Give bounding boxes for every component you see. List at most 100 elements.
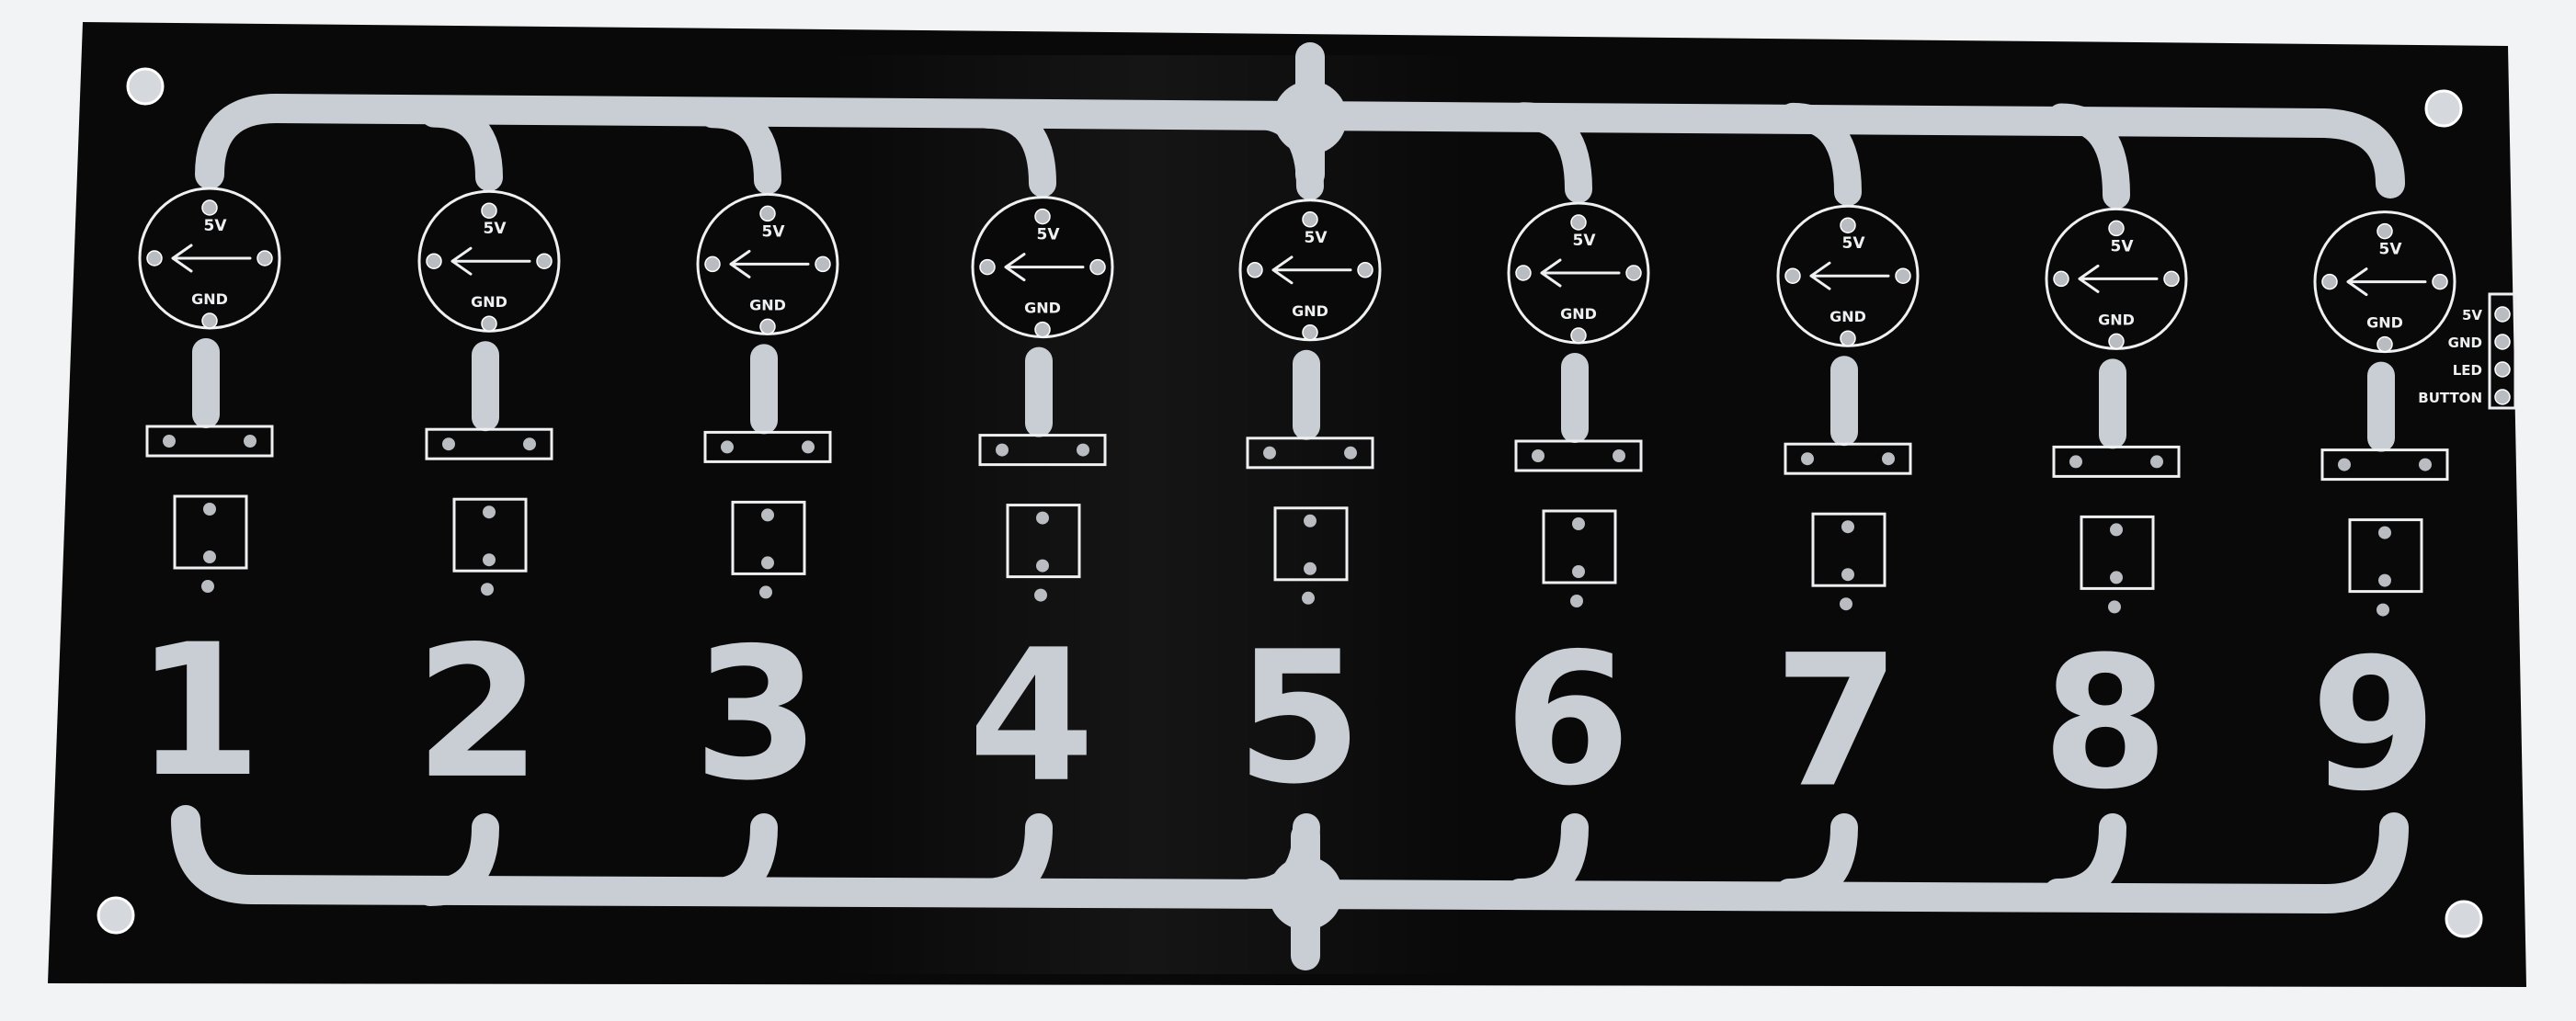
bottom-drop-trace xyxy=(1506,813,1589,906)
resistor-pad xyxy=(2150,455,2163,469)
led-pad xyxy=(2163,270,2180,288)
top-drop-trace xyxy=(1241,101,1324,200)
resistor-pad xyxy=(1344,446,1357,459)
led-5v-label: 5V xyxy=(2379,241,2403,259)
button-pad xyxy=(483,553,496,567)
button-outline xyxy=(2080,515,2155,590)
led-pad xyxy=(1515,265,1532,281)
button-outline xyxy=(1273,506,1349,582)
led-5v-label: 5V xyxy=(762,222,786,241)
button-pad xyxy=(203,503,216,516)
resistor-pad xyxy=(523,437,536,451)
resistor-outline xyxy=(2052,445,2181,478)
position-digit: 2 xyxy=(415,607,541,819)
led-pad xyxy=(1840,330,1856,346)
via xyxy=(759,585,772,599)
resistor-pad xyxy=(244,435,256,448)
header-pin-label: LED xyxy=(2453,362,2482,379)
position-digit: 4 xyxy=(968,610,1095,822)
via xyxy=(1840,597,1852,611)
resistor-outline xyxy=(425,427,553,460)
led-gnd-label: GND xyxy=(2098,311,2135,328)
led-pad xyxy=(815,255,831,273)
resistor-pad xyxy=(1801,452,1814,466)
led-gnd-label: GND xyxy=(1024,300,1061,317)
position-digit: 7 xyxy=(1773,616,1900,828)
top-drop-trace xyxy=(1779,102,1862,207)
led-pad xyxy=(1840,217,1856,233)
led-pad xyxy=(1034,321,1051,338)
via xyxy=(2108,600,2121,614)
led-pad xyxy=(2321,273,2338,290)
left-arrow-icon xyxy=(2346,267,2427,297)
left-arrow-icon xyxy=(171,244,252,273)
left-arrow-icon xyxy=(1004,253,1085,282)
resistor-pad xyxy=(163,435,176,448)
led-gnd-label: GND xyxy=(2366,314,2403,332)
resistor-outline xyxy=(703,430,832,463)
button-outline xyxy=(1542,509,1617,584)
led-unit: 5V GND 2 xyxy=(415,189,561,819)
bottom-drop-trace xyxy=(1237,813,1320,906)
led-pad xyxy=(201,199,218,216)
left-arrow-icon xyxy=(729,249,810,278)
button-pad xyxy=(1304,562,1316,575)
led-pad xyxy=(979,258,996,276)
led-pad xyxy=(1302,324,1318,341)
led-pad xyxy=(1357,262,1373,278)
led-pad xyxy=(146,250,163,267)
resistor-outline xyxy=(1246,437,1374,470)
position-digit: 6 xyxy=(1504,614,1631,826)
via xyxy=(201,580,214,593)
led-5v-label: 5V xyxy=(1842,234,1866,253)
via xyxy=(2377,603,2389,617)
resistor-outline xyxy=(145,425,274,458)
top-drop-trace xyxy=(420,99,503,192)
led-pad xyxy=(481,315,497,332)
led-pad xyxy=(2432,273,2448,290)
led-gnd-label: GND xyxy=(1292,302,1328,320)
header-pin xyxy=(2494,306,2511,323)
header-pin xyxy=(2494,389,2511,405)
button-pad xyxy=(483,505,496,519)
button-outline xyxy=(452,497,528,573)
button-pad xyxy=(1841,520,1854,534)
led-pad xyxy=(536,253,553,269)
button-pad xyxy=(1304,514,1316,528)
button-outline xyxy=(2348,518,2423,594)
resistor-pad xyxy=(2419,458,2432,471)
button-outline xyxy=(1006,504,1081,579)
led-pad xyxy=(256,250,273,267)
header-pin xyxy=(2494,361,2511,378)
button-pad xyxy=(2378,573,2391,587)
bottom-drop-trace xyxy=(695,813,778,906)
via xyxy=(1034,588,1047,602)
button-pad xyxy=(1036,559,1049,573)
led-pad xyxy=(1089,258,1106,276)
resistor-pad xyxy=(721,440,734,454)
button-outline xyxy=(173,494,248,570)
led-pad xyxy=(759,318,776,335)
led-5v-label: 5V xyxy=(204,217,228,235)
led-unit: 5V GND 1 xyxy=(135,187,281,817)
led-units: 5V GND 1 5V GND 2 5V GND 3 5V GND 4 5V GND 5 5V GND 6 5V GN… xyxy=(135,187,2456,831)
led-gnd-label: GND xyxy=(1829,308,1866,325)
bottom-drop-trace xyxy=(970,813,1053,906)
bottom-drop-trace xyxy=(1775,813,1858,906)
position-digit: 3 xyxy=(693,608,820,821)
header-pin xyxy=(2494,334,2511,350)
via xyxy=(1302,591,1315,605)
led-pad xyxy=(2108,220,2125,237)
led-unit: 5V GND 8 xyxy=(2042,207,2188,829)
left-arrow-icon xyxy=(450,246,531,276)
led-pad xyxy=(1895,267,1911,284)
led-pad xyxy=(1570,327,1587,344)
button-outline xyxy=(731,500,806,575)
top-drop-trace xyxy=(699,100,781,195)
resistor-pad xyxy=(442,437,455,451)
bus-drops xyxy=(416,99,2130,906)
mounting-hole xyxy=(97,896,135,935)
resistor-pad xyxy=(2069,455,2082,469)
led-unit: 5V GND 5 xyxy=(1236,199,1382,824)
led-pad xyxy=(2377,222,2393,240)
